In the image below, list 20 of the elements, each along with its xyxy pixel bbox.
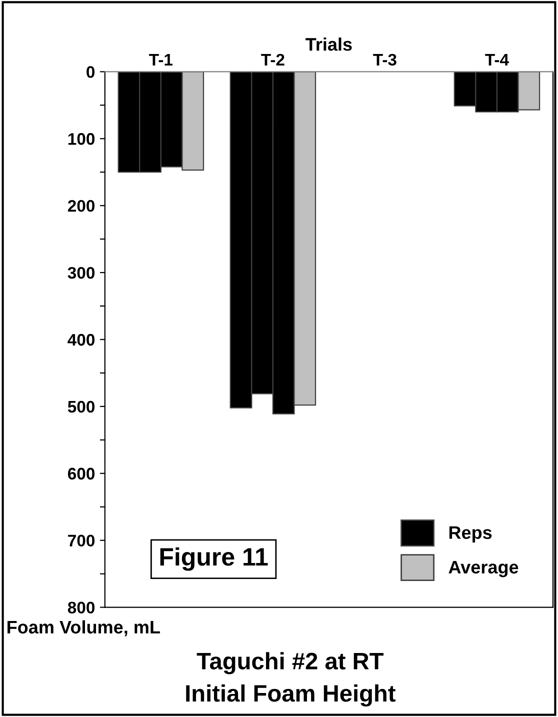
y-tick-label: 200: [68, 200, 94, 212]
y-tick-label: 600: [68, 468, 94, 480]
y-axis-title: Foam Volume, mL: [8, 620, 160, 636]
x-tick-label: T-1: [149, 54, 172, 66]
y-tick-label: 100: [68, 133, 94, 145]
text: Initial Foam Height: [186, 684, 396, 707]
y-tick-label: 700: [68, 534, 94, 547]
x-axis-title: Trials: [306, 38, 352, 51]
legend-label: Average: [448, 560, 518, 578]
legend-label: Reps: [449, 526, 492, 543]
y-tick-label: 300: [68, 266, 94, 279]
y-tick-label: 400: [68, 334, 94, 346]
y-tick-label: 500: [68, 400, 94, 413]
text: Taguchi #2 at RT: [196, 652, 384, 674]
x-tick-label: T-2: [261, 54, 284, 66]
annotation: Figure 11: [160, 547, 268, 571]
y-tick-label: 800: [68, 602, 94, 614]
x-tick-label: T-3: [373, 54, 396, 66]
y-tick-label: 0: [86, 66, 94, 78]
x-tick-label: T-4: [485, 54, 509, 66]
